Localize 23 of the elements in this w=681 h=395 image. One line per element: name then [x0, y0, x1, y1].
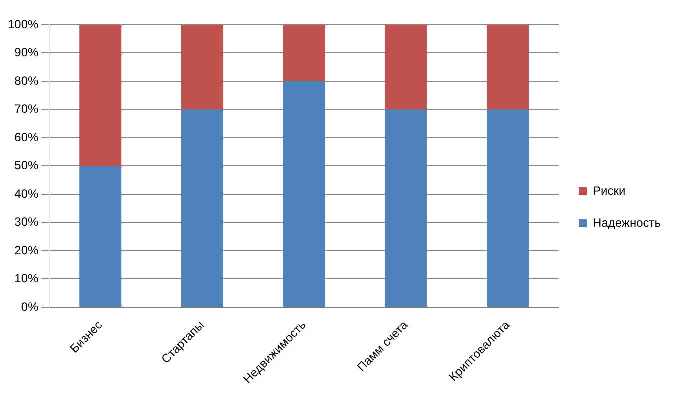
y-tick-label: 30% — [14, 215, 40, 230]
bar — [385, 25, 428, 110]
bar — [487, 110, 530, 307]
y-tick-label: 100% — [8, 17, 40, 32]
bar — [385, 110, 428, 307]
bar — [80, 166, 122, 307]
bar — [283, 25, 326, 82]
y-tick-label: 50% — [14, 158, 40, 173]
y-tick-label: 80% — [14, 74, 40, 88]
bar — [181, 110, 224, 307]
y-tick-label: 10% — [14, 272, 40, 286]
y-tick-label: 90% — [14, 46, 40, 60]
legend-label: Надежность — [593, 216, 662, 230]
y-tick-label: 40% — [14, 186, 40, 201]
y-tick-label: 20% — [14, 243, 40, 258]
y-tick-label: 70% — [14, 102, 40, 116]
y-tick-label: 60% — [14, 130, 40, 144]
bar — [283, 81, 326, 307]
bar — [181, 25, 224, 110]
y-tick-label: 0% — [21, 300, 40, 314]
bar — [487, 25, 530, 110]
legend-label: Риски — [593, 184, 626, 198]
bar — [80, 25, 122, 166]
